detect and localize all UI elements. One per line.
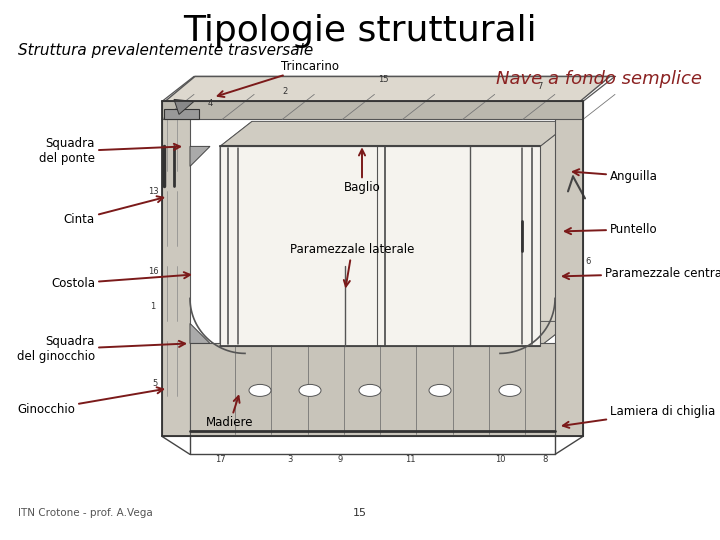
Text: Lamiera di chiglia: Lamiera di chiglia	[563, 405, 715, 428]
Ellipse shape	[429, 384, 451, 396]
Text: 7: 7	[537, 82, 543, 91]
Ellipse shape	[249, 384, 271, 396]
Ellipse shape	[499, 384, 521, 396]
Text: 17: 17	[215, 455, 225, 464]
Text: Ginocchio: Ginocchio	[17, 387, 163, 416]
Text: 1: 1	[150, 302, 156, 311]
Text: 4: 4	[207, 99, 212, 108]
Text: ITN Crotone - prof. A.Vega: ITN Crotone - prof. A.Vega	[18, 508, 153, 518]
Text: 15: 15	[378, 75, 388, 84]
Text: Trincarino: Trincarino	[217, 60, 339, 97]
Text: 3: 3	[287, 455, 293, 464]
Polygon shape	[220, 321, 572, 346]
Polygon shape	[162, 102, 583, 119]
Text: Costola: Costola	[51, 272, 190, 290]
Text: Cinta: Cinta	[64, 196, 163, 226]
Text: Madiere: Madiere	[206, 396, 253, 429]
Text: 11: 11	[405, 455, 415, 464]
Polygon shape	[162, 102, 190, 436]
Text: Squadra
del ginocchio: Squadra del ginocchio	[17, 335, 185, 363]
Text: 15: 15	[353, 508, 367, 518]
Polygon shape	[174, 99, 194, 114]
Text: 5: 5	[153, 379, 158, 388]
Polygon shape	[540, 122, 572, 346]
Text: 13: 13	[148, 187, 158, 196]
Polygon shape	[220, 122, 252, 346]
Text: 6: 6	[585, 257, 590, 266]
Polygon shape	[190, 146, 210, 166]
Ellipse shape	[359, 384, 381, 396]
Text: 10: 10	[495, 455, 505, 464]
Text: 8: 8	[542, 455, 548, 464]
Text: Squadra
del ponte: Squadra del ponte	[39, 137, 180, 165]
Text: Puntello: Puntello	[565, 223, 657, 236]
Text: Baglio: Baglio	[343, 150, 380, 194]
Ellipse shape	[299, 384, 321, 396]
Text: 2: 2	[282, 87, 287, 96]
Polygon shape	[555, 102, 583, 436]
Polygon shape	[165, 76, 610, 102]
Text: Anguilla: Anguilla	[573, 169, 658, 183]
Text: 9: 9	[338, 455, 343, 464]
Text: Nave a fondo semplice: Nave a fondo semplice	[496, 70, 702, 88]
Text: Paramezzale centrale: Paramezzale centrale	[563, 267, 720, 280]
Text: Tipologie strutturali: Tipologie strutturali	[183, 14, 537, 48]
Polygon shape	[220, 146, 540, 346]
Polygon shape	[220, 122, 572, 146]
Polygon shape	[190, 323, 210, 343]
Polygon shape	[164, 110, 199, 119]
Text: Paramezzale laterale: Paramezzale laterale	[290, 244, 414, 287]
Polygon shape	[190, 343, 555, 436]
Text: Struttura prevalentemente trasversale: Struttura prevalentemente trasversale	[18, 43, 313, 58]
Text: 16: 16	[148, 267, 158, 276]
